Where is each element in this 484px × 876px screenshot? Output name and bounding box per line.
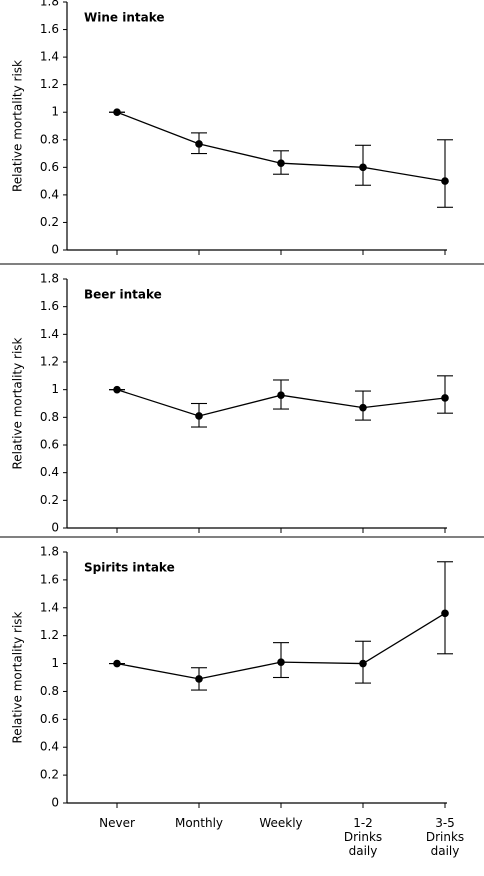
y-tick-label: 1 — [51, 382, 59, 396]
y-tick-label: 0.2 — [40, 215, 59, 229]
point — [441, 609, 449, 618]
y-axis-title: Relative mortality risk — [11, 611, 25, 743]
panel-title: Wine intake — [84, 11, 165, 25]
y-tick-label: 0 — [51, 521, 59, 535]
y-axis-title: Relative mortality risk — [11, 60, 25, 192]
point — [277, 658, 285, 666]
y-tick-label: 0 — [51, 796, 59, 810]
point — [441, 394, 449, 402]
point — [359, 403, 367, 412]
y-axis-title: Relative mortality risk — [11, 337, 25, 469]
y-tick-label: 0.8 — [40, 410, 59, 424]
point — [195, 140, 203, 148]
y-tick-label: 1 — [51, 656, 59, 670]
y-tick-label: 1.4 — [40, 327, 59, 341]
point — [195, 675, 203, 683]
y-tick-label: 1.8 — [40, 272, 59, 286]
point — [277, 391, 285, 400]
y-tick-label: 0.6 — [40, 712, 59, 726]
x-tick-label: 3-5 Drinks daily — [425, 816, 465, 858]
point — [359, 659, 367, 668]
y-tick-label: 0.4 — [40, 740, 59, 754]
y-tick-label: 0.6 — [40, 160, 59, 174]
y-tick-label: 1.4 — [40, 50, 59, 64]
y-tick-label: 1.8 — [40, 0, 59, 9]
y-tick-label: 0.2 — [40, 493, 59, 507]
y-tick-label: 1.8 — [40, 545, 59, 559]
y-tick-label: 1.4 — [40, 600, 59, 614]
point — [359, 163, 367, 172]
panel-title: Spirits intake — [84, 561, 175, 575]
x-tick-label: 1-2 Drinks daily — [343, 816, 383, 858]
y-tick-label: 1.6 — [40, 22, 59, 36]
y-tick-label: 0.8 — [40, 132, 59, 146]
x-tick-label: Monthly — [174, 816, 224, 830]
point — [441, 177, 449, 185]
y-tick-label: 1.6 — [40, 572, 59, 586]
y-tick-label: 1.2 — [40, 628, 59, 642]
y-tick-label: 1.6 — [40, 299, 59, 313]
panel-title: Beer intake — [84, 288, 162, 302]
y-tick-label: 0.8 — [40, 684, 59, 698]
point — [113, 108, 121, 117]
x-tick-label: Never — [99, 816, 135, 830]
y-tick-label: 0 — [51, 243, 59, 257]
x-tick-label: Weekly — [259, 816, 303, 830]
y-tick-label: 0.4 — [40, 465, 59, 479]
y-tick-label: 0.6 — [40, 438, 59, 452]
y-tick-label: 1.2 — [40, 77, 59, 91]
y-tick-label: 0.4 — [40, 187, 59, 201]
y-tick-label: 1.2 — [40, 355, 59, 369]
point — [113, 385, 121, 394]
point — [113, 659, 121, 668]
point — [277, 159, 285, 167]
point — [195, 412, 203, 420]
y-tick-label: 1 — [51, 105, 59, 119]
y-tick-label: 0.2 — [40, 768, 59, 782]
